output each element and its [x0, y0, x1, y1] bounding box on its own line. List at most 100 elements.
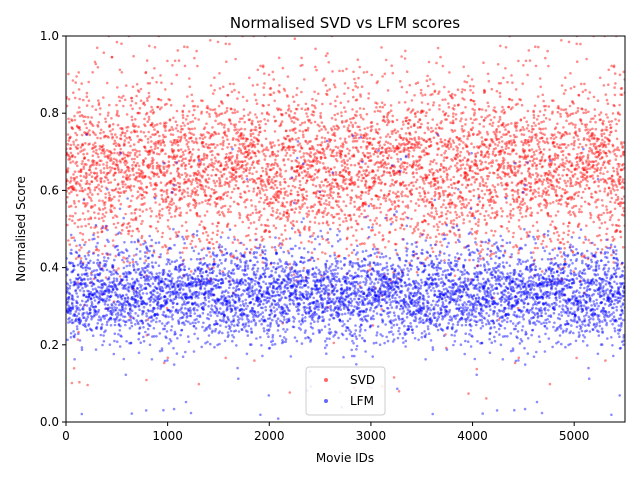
data-point	[88, 173, 91, 176]
data-point	[96, 231, 100, 234]
data-point	[97, 217, 101, 220]
data-point	[534, 195, 537, 199]
data-point	[205, 230, 208, 234]
data-point	[386, 157, 390, 160]
data-point	[68, 243, 72, 246]
data-point	[67, 187, 71, 190]
data-point	[401, 200, 405, 204]
data-point	[502, 108, 505, 112]
data-point	[87, 217, 90, 221]
data-point	[490, 206, 494, 210]
data-point	[339, 137, 342, 140]
data-point	[154, 194, 158, 198]
data-point	[155, 80, 158, 84]
data-point	[306, 167, 310, 171]
data-point	[131, 163, 134, 167]
data-point	[347, 135, 351, 138]
data-point	[298, 150, 302, 153]
data-point	[494, 110, 498, 114]
data-point	[123, 143, 126, 147]
data-point	[121, 228, 124, 232]
data-point	[186, 187, 190, 190]
data-point	[360, 227, 364, 231]
data-point	[506, 152, 510, 156]
data-point	[72, 199, 76, 203]
data-point	[436, 142, 439, 146]
data-point	[313, 90, 316, 94]
data-point	[404, 194, 407, 197]
data-point	[187, 110, 191, 113]
data-point	[369, 141, 372, 144]
data-point	[506, 161, 510, 165]
data-point	[297, 161, 301, 165]
data-point	[500, 145, 504, 149]
data-point	[301, 133, 305, 136]
data-point	[189, 208, 192, 212]
data-point	[111, 166, 114, 170]
data-point	[466, 137, 469, 141]
data-point	[386, 89, 390, 92]
data-point	[483, 214, 486, 218]
data-point	[105, 161, 109, 164]
data-point	[239, 134, 243, 138]
data-point	[198, 223, 201, 226]
data-point	[505, 187, 508, 191]
data-point	[305, 197, 308, 201]
data-point	[564, 156, 568, 159]
data-point	[490, 164, 494, 168]
data-point	[343, 82, 347, 85]
data-point	[348, 214, 352, 217]
data-point	[244, 145, 247, 149]
data-point	[83, 218, 87, 221]
data-point	[460, 117, 463, 120]
data-point	[80, 144, 84, 147]
data-point	[441, 98, 445, 102]
data-point	[183, 64, 187, 68]
data-point	[110, 210, 114, 213]
data-point	[120, 168, 123, 172]
data-point	[462, 141, 465, 144]
data-point	[411, 181, 414, 184]
data-point	[316, 257, 320, 261]
data-point	[232, 254, 235, 257]
data-point	[381, 105, 385, 109]
data-point	[126, 154, 129, 157]
data-point	[358, 125, 361, 129]
data-point	[541, 239, 545, 243]
data-point	[228, 82, 232, 86]
data-point	[571, 175, 575, 178]
data-point	[289, 117, 293, 120]
data-point	[375, 206, 378, 210]
data-point	[73, 114, 76, 118]
data-point	[561, 153, 565, 157]
data-point	[168, 227, 171, 231]
data-point	[144, 157, 147, 160]
data-point	[371, 125, 374, 128]
data-point	[66, 153, 69, 157]
data-point	[181, 116, 185, 120]
data-point	[326, 180, 330, 184]
data-point	[234, 123, 237, 126]
data-point	[224, 160, 228, 164]
data-point	[495, 127, 499, 131]
data-point	[86, 115, 90, 119]
data-point	[91, 124, 95, 127]
data-point	[432, 225, 436, 228]
data-point	[411, 231, 415, 235]
data-point	[76, 147, 79, 150]
data-point	[93, 216, 97, 220]
data-point	[526, 109, 530, 113]
data-point	[128, 136, 131, 139]
data-point	[205, 238, 209, 241]
data-point	[117, 182, 120, 186]
data-point	[458, 200, 462, 203]
data-point	[125, 186, 128, 189]
data-point	[287, 158, 290, 161]
data-point	[145, 191, 149, 195]
data-point	[242, 142, 246, 146]
data-point	[383, 170, 386, 174]
data-point	[419, 126, 422, 129]
data-point	[121, 185, 125, 189]
data-point	[236, 238, 240, 242]
data-point	[283, 193, 287, 196]
